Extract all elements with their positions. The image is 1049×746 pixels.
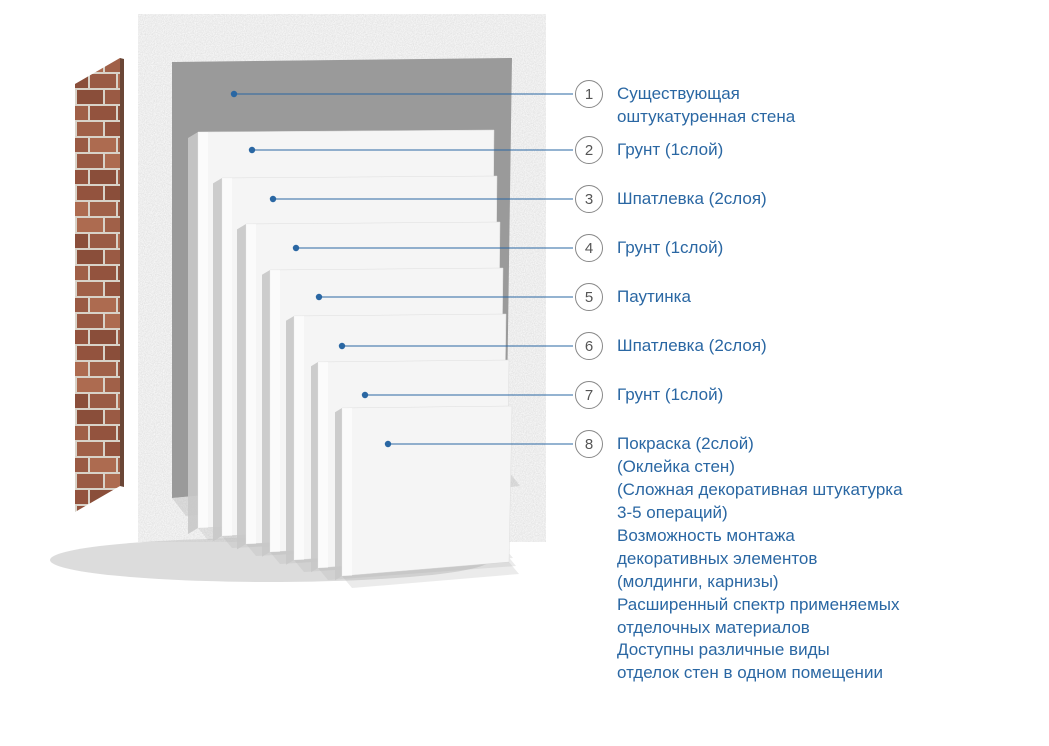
legend-label-6: Шпатлевка (2слоя) <box>617 332 767 358</box>
legend-row-8: 8 Покраска (2слой)(Оклейка стен)(Сложная … <box>575 430 903 685</box>
legend-label-line: Существующая <box>617 83 795 106</box>
legend-extra-line: (молдинги, карнизы) <box>617 571 903 594</box>
legend-label-4: Грунт (1слой) <box>617 234 723 260</box>
legend-number-text: 3 <box>585 191 593 208</box>
legend-extra-line: 3-5 операций) <box>617 502 903 525</box>
legend-number-8: 8 <box>575 430 603 458</box>
legend-row-1: 1 Существующаяоштукатуренная стена <box>575 80 795 129</box>
legend-extra-line: (Оклейка стен) <box>617 456 903 479</box>
legend-extra-line: Возможность монтажа <box>617 525 903 548</box>
legend-label-line: Грунт (1слой) <box>617 384 723 407</box>
legend-extra-8: (Оклейка стен)(Сложная декоративная штук… <box>617 456 903 685</box>
legend-extra-line: Расширенный спектр применяемых <box>617 594 903 617</box>
legend-number-text: 5 <box>585 289 593 306</box>
legend-label-line: Грунт (1слой) <box>617 237 723 260</box>
legend-number-text: 7 <box>585 387 593 404</box>
legend-number-4: 4 <box>575 234 603 262</box>
legend-label-line: Шпатлевка (2слоя) <box>617 335 767 358</box>
legend-row-4: 4 Грунт (1слой) <box>575 234 723 262</box>
legend-number-7: 7 <box>575 381 603 409</box>
legend-number-3: 3 <box>575 185 603 213</box>
legend-number-6: 6 <box>575 332 603 360</box>
legend-number-text: 1 <box>585 86 593 103</box>
legend-label-1: Существующаяоштукатуренная стена <box>617 80 795 129</box>
diagram-stage: 1 Существующаяоштукатуренная стена 2 Грунт … <box>0 0 1049 746</box>
legend-row-3: 3 Шпатлевка (2слоя) <box>575 185 767 213</box>
legend-number-text: 6 <box>585 338 593 355</box>
legend-label-line: Грунт (1слой) <box>617 139 723 162</box>
legend-extra-line: (Сложная декоративная штукатурка <box>617 479 903 502</box>
legend-extra-line: отделок стен в одном помещении <box>617 662 903 685</box>
legend-row-2: 2 Грунт (1слой) <box>575 136 723 164</box>
legend-label-3: Шпатлевка (2слоя) <box>617 185 767 211</box>
legend-number-1: 1 <box>575 80 603 108</box>
legend-label-7: Грунт (1слой) <box>617 381 723 407</box>
legend-row-6: 6 Шпатлевка (2слоя) <box>575 332 767 360</box>
legend-number-text: 2 <box>585 142 593 159</box>
legend-row-7: 7 Грунт (1слой) <box>575 381 723 409</box>
legend-extra-line: Доступны различные виды <box>617 639 903 662</box>
legend-label-line: Покраска (2слой) <box>617 433 903 456</box>
legend-number-text: 8 <box>585 436 593 453</box>
legend-label-2: Грунт (1слой) <box>617 136 723 162</box>
legend-extra-line: декоративных элементов <box>617 548 903 571</box>
legend-label-line: Шпатлевка (2слоя) <box>617 188 767 211</box>
legend-number-5: 5 <box>575 283 603 311</box>
legend-extra-line: отделочных материалов <box>617 617 903 640</box>
legend-number-text: 4 <box>585 240 593 257</box>
legend-label-5: Паутинка <box>617 283 691 309</box>
legend-label-8: Покраска (2слой)(Оклейка стен)(Сложная д… <box>617 430 903 685</box>
legend-row-5: 5 Паутинка <box>575 283 691 311</box>
legend-label-line: Паутинка <box>617 286 691 309</box>
legend-label-line: оштукатуренная стена <box>617 106 795 129</box>
legend-number-2: 2 <box>575 136 603 164</box>
